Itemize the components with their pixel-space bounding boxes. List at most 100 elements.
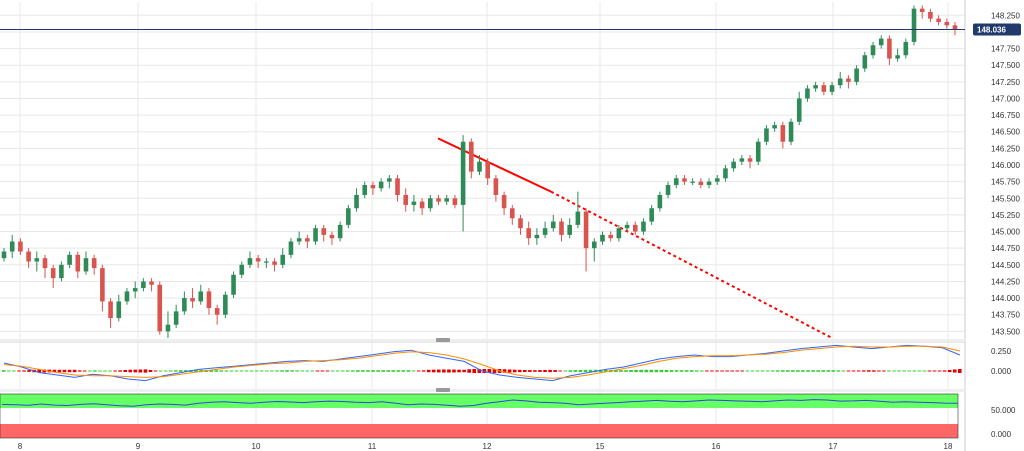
- candle-body: [764, 128, 769, 142]
- osc-histogram-bar: [750, 370, 755, 372]
- osc-separator-handle-grip-icon: [436, 338, 450, 342]
- price-tick-label: 146.250: [991, 144, 1020, 153]
- osc-histogram-bar: [877, 370, 881, 372]
- osc-histogram-bar: [396, 370, 401, 372]
- trendline-solid: [437, 137, 552, 193]
- osc-histogram-bar: [836, 370, 841, 372]
- osc-histogram-bar: [816, 370, 820, 372]
- price-tick-label: 145.000: [991, 228, 1020, 237]
- osc-histogram-bar: [806, 370, 810, 372]
- price-tick-label: 144.750: [991, 244, 1020, 253]
- candle-body: [67, 254, 72, 265]
- osc-histogram-bar: [811, 370, 815, 372]
- candle-body: [337, 224, 343, 239]
- osc-histogram-bar: [907, 370, 912, 372]
- osc-histogram-bar: [249, 370, 254, 372]
- osc-separator-handle[interactable]: [0, 338, 965, 342]
- osc-histogram-bar: [659, 369, 664, 373]
- osc-histogram-bar: [184, 370, 188, 372]
- osc-histogram-bar: [320, 370, 325, 372]
- price-tick-label: 146.750: [991, 111, 1020, 120]
- osc-histogram-bar: [340, 370, 345, 372]
- osc-histogram-bar: [406, 370, 411, 372]
- osc-histogram-bar: [265, 370, 269, 372]
- osc-histogram-bar: [7, 370, 11, 372]
- osc-histogram-bar: [548, 369, 552, 373]
- price-tick-label: 148.250: [991, 11, 1020, 20]
- candle-body: [559, 221, 564, 235]
- osc-histogram-bar: [356, 370, 360, 372]
- candle-body: [862, 55, 868, 69]
- panel-separators[interactable]: [0, 338, 965, 392]
- candle-body: [870, 45, 876, 56]
- candle-body: [673, 178, 679, 185]
- candle-body: [288, 241, 294, 255]
- osc-histogram-bar: [143, 369, 148, 373]
- time-tick-label: 18: [944, 442, 953, 451]
- osc-histogram-bar: [411, 370, 416, 372]
- osc-histogram-bar: [715, 370, 719, 372]
- osc-histogram-bar: [740, 370, 745, 372]
- price-tick-label: 147.250: [991, 78, 1020, 87]
- candle-body: [411, 201, 417, 205]
- candle-body: [575, 211, 581, 225]
- osc-histogram-bar: [295, 370, 299, 372]
- candle-body: [550, 221, 556, 229]
- osc-histogram-bar: [669, 370, 674, 372]
- osc-histogram-bar: [947, 369, 952, 373]
- osc-histogram-bar: [270, 370, 274, 372]
- osc-histogram-bar: [689, 370, 694, 372]
- osc-histogram-bar: [887, 370, 891, 372]
- rsi-separator-handle-bar: [0, 389, 965, 392]
- candle-body: [403, 194, 409, 205]
- candle-body: [944, 21, 950, 26]
- osc-histogram-bar: [118, 370, 122, 372]
- candle-body: [264, 261, 269, 263]
- candle-body: [518, 218, 523, 229]
- candle-body: [100, 268, 105, 302]
- osc-histogram-bar: [173, 370, 178, 372]
- osc-histogram-bar: [194, 369, 198, 373]
- osc-histogram-bar: [280, 370, 284, 372]
- osc-histogram-bar: [179, 370, 183, 372]
- osc-histogram-bar: [487, 369, 492, 373]
- osc-histogram-bar: [239, 370, 244, 372]
- candle-body: [206, 291, 212, 309]
- osc-histogram-bar: [72, 369, 77, 373]
- osc-histogram-bar: [366, 370, 370, 372]
- osc-histogram-bar: [791, 370, 795, 372]
- osc-histogram-bar: [952, 369, 957, 373]
- osc-histogram-bar: [821, 370, 826, 372]
- osc-histogram-bar: [538, 370, 542, 372]
- price-tick-label: 147.000: [991, 94, 1020, 103]
- osc-histogram-bar: [796, 370, 800, 372]
- candle-body: [821, 85, 827, 92]
- osc-histogram-bar: [209, 370, 213, 372]
- candle-body: [616, 228, 622, 239]
- candle-body: [116, 301, 122, 319]
- osc-histogram-bar: [801, 370, 805, 372]
- candle-body: [911, 8, 917, 42]
- osc-histogram-bar: [639, 369, 643, 373]
- osc-histogram-bar: [786, 370, 790, 372]
- osc-histogram-bar: [937, 370, 942, 372]
- time-tick-label: 10: [252, 442, 261, 451]
- time-tick-label: 17: [829, 442, 838, 451]
- candle-body: [657, 194, 663, 209]
- candle-body: [788, 121, 794, 142]
- candle-body: [632, 224, 638, 232]
- candle-body: [370, 184, 376, 189]
- osc-histogram-bar: [22, 370, 26, 372]
- osc-histogram-bar: [588, 369, 593, 373]
- candle-body: [452, 198, 458, 205]
- osc-histogram-bar: [52, 369, 57, 373]
- osc-histogram-bar: [2, 370, 6, 372]
- rsi-separator-handle[interactable]: [0, 388, 965, 392]
- osc-histogram-bar: [275, 370, 279, 372]
- osc-histogram-bar: [335, 370, 340, 372]
- candle-body: [731, 161, 736, 169]
- candle-body: [682, 178, 687, 182]
- osc-histogram-bar: [98, 370, 102, 372]
- osc-histogram-bar: [927, 370, 932, 372]
